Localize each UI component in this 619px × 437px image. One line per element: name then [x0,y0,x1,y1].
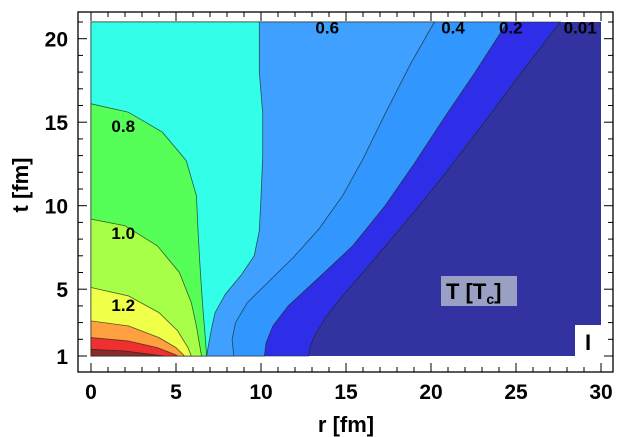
contour-label-0.01: 0.01 [564,19,597,38]
panel-label-box [575,325,602,356]
y-axis-title: t [fm] [8,158,33,213]
x-tick-label: 15 [334,381,358,404]
x-axis: 0 5 10 15 20 25 30 [85,12,613,404]
y-tick-label: 1 [56,346,68,369]
contour-label-1.0: 1.0 [111,224,135,243]
band-above-1.8 [90,348,165,357]
quantity-legend-label: T [Tc] [446,279,501,307]
x-tick-label: 25 [504,381,528,404]
contour-label-1.2: 1.2 [111,296,135,315]
quantity-legend: T [Tc] [441,276,517,307]
x-tick-label: 0 [85,381,97,404]
y-tick-label: 5 [56,279,68,302]
contour-bands [90,21,601,357]
x-tick-label: 30 [589,381,612,404]
x-axis-title: r [fm] [318,412,374,437]
contour-label-0.4: 0.4 [441,19,465,38]
y-tick-label: 15 [45,112,69,135]
plot-area: 0.6 0.4 0.2 0.01 0.8 1.0 1.2 T [Tc] I [90,19,602,357]
contour-label-0.6: 0.6 [315,19,339,38]
x-tick-label: 10 [249,381,272,404]
y-tick-label: 20 [45,29,68,52]
x-tick-label: 20 [419,381,442,404]
contour-label-0.8: 0.8 [111,117,135,136]
panel-label-text: I [585,330,591,355]
quantity-legend-box [441,276,517,306]
contour-labels: 0.6 0.4 0.2 0.01 0.8 1.0 1.2 [111,19,596,315]
contour-label-0.2: 0.2 [499,19,523,38]
x-tick-label: 5 [170,381,182,404]
panel-label: I [575,325,602,356]
y-tick-label: 10 [45,196,68,219]
